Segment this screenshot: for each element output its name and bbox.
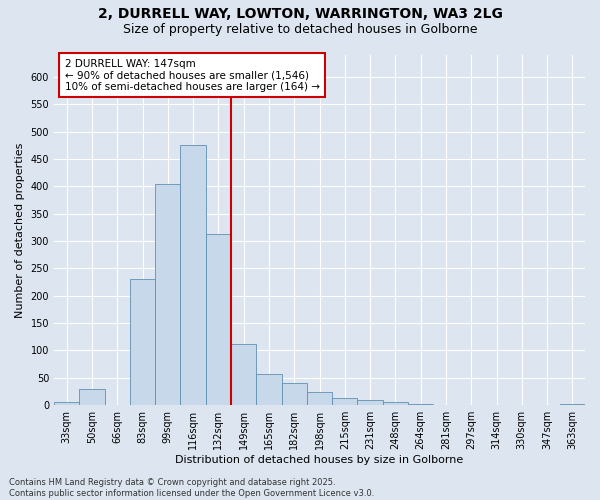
Bar — [383, 402, 408, 405]
Bar — [332, 398, 358, 405]
Bar — [181, 146, 206, 405]
Text: Contains HM Land Registry data © Crown copyright and database right 2025.
Contai: Contains HM Land Registry data © Crown c… — [9, 478, 374, 498]
Text: 2 DURRELL WAY: 147sqm
← 90% of detached houses are smaller (1,546)
10% of semi-d: 2 DURRELL WAY: 147sqm ← 90% of detached … — [65, 58, 320, 92]
Bar — [358, 400, 383, 405]
Bar — [54, 402, 79, 405]
Bar — [307, 392, 332, 405]
X-axis label: Distribution of detached houses by size in Golborne: Distribution of detached houses by size … — [175, 455, 464, 465]
Text: 2, DURRELL WAY, LOWTON, WARRINGTON, WA3 2LG: 2, DURRELL WAY, LOWTON, WARRINGTON, WA3 … — [98, 8, 502, 22]
Bar — [231, 344, 256, 405]
Text: Size of property relative to detached houses in Golborne: Size of property relative to detached ho… — [123, 22, 477, 36]
Bar — [130, 280, 155, 405]
Bar — [281, 384, 307, 405]
Bar — [206, 234, 231, 405]
Bar — [560, 404, 585, 405]
Bar — [408, 404, 433, 405]
Bar — [256, 374, 281, 405]
Bar — [79, 389, 104, 405]
Bar — [155, 184, 181, 405]
Y-axis label: Number of detached properties: Number of detached properties — [15, 142, 25, 318]
